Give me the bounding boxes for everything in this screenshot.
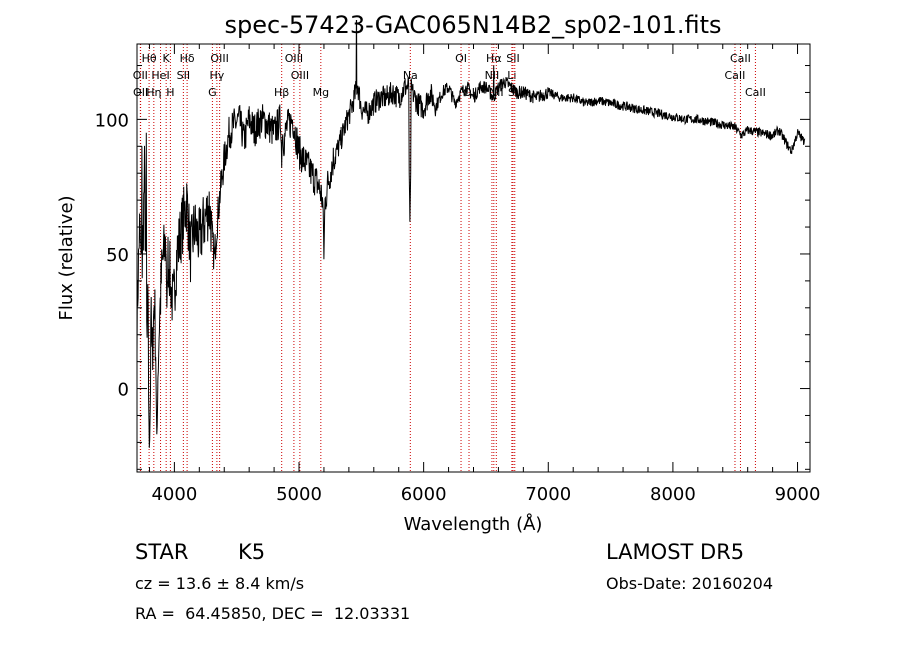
x-tick-label: 8000: [650, 484, 696, 505]
line-marker-label: CaII: [725, 69, 746, 82]
line-marker-label: Hα: [486, 52, 502, 65]
line-marker-label: Hη: [146, 86, 161, 99]
x-axis: 4000 5000 6000 7000 8000 9000: [148, 44, 821, 505]
survey-label: LAMOST DR5: [606, 540, 745, 564]
line-marker-label: Na: [403, 69, 418, 82]
line-marker-label: NII: [485, 69, 500, 82]
line-marker-label: SII: [506, 52, 519, 65]
obs-date-text: Obs-Date: 20160204: [606, 574, 774, 593]
y-tick-label: 100: [95, 110, 129, 131]
line-marker-label: CaII: [745, 86, 766, 99]
line-marker-label: OIII: [291, 69, 309, 82]
line-marker-label: HeI: [151, 69, 169, 82]
line-marker-label: H: [166, 86, 174, 99]
line-marker-label: OIII: [210, 52, 228, 65]
class-label: STAR: [135, 540, 189, 564]
line-marker-label: Hγ: [209, 69, 224, 82]
y-axis: 0 50 100: [95, 65, 810, 470]
line-marker-label: Li: [507, 69, 516, 82]
line-marker-label: Hθ: [142, 52, 157, 65]
redshift-text: cz = 13.6 ± 8.4 km/s: [135, 574, 305, 593]
spectrum-line: [137, 20, 806, 448]
line-marker-label: OI: [463, 86, 475, 99]
x-tick-label: 5000: [276, 484, 322, 505]
y-axis-label: Flux (relative): [56, 195, 77, 320]
x-tick-label: 6000: [401, 484, 447, 505]
line-marker-label: K: [163, 52, 171, 65]
line-marker-label: Mg: [313, 86, 329, 99]
spectrum-series: [137, 20, 806, 448]
coordinates-text: RA = 64.45850, DEC = 12.03331: [135, 604, 411, 623]
subclass-label: K5: [238, 540, 266, 564]
line-marker-label: Hδ: [180, 52, 195, 65]
x-tick-label: 9000: [775, 484, 821, 505]
line-marker-label: Hβ: [274, 86, 289, 99]
line-marker-label: G: [208, 86, 217, 99]
x-axis-label: Wavelength (Å): [404, 513, 543, 535]
plot-frame: [136, 43, 811, 473]
line-marker-label: SII: [177, 69, 190, 82]
chart-title: spec-57423-GAC065N14B2_sp02-101.fits: [224, 11, 721, 39]
y-tick-label: 50: [106, 245, 129, 266]
line-marker-label: CaII: [730, 52, 751, 65]
line-marker-label: OIII: [285, 52, 303, 65]
y-tick-label: 0: [118, 380, 129, 401]
line-marker-label: OI: [455, 52, 467, 65]
x-tick-label: 4000: [151, 484, 197, 505]
x-tick-label: 7000: [525, 484, 571, 505]
